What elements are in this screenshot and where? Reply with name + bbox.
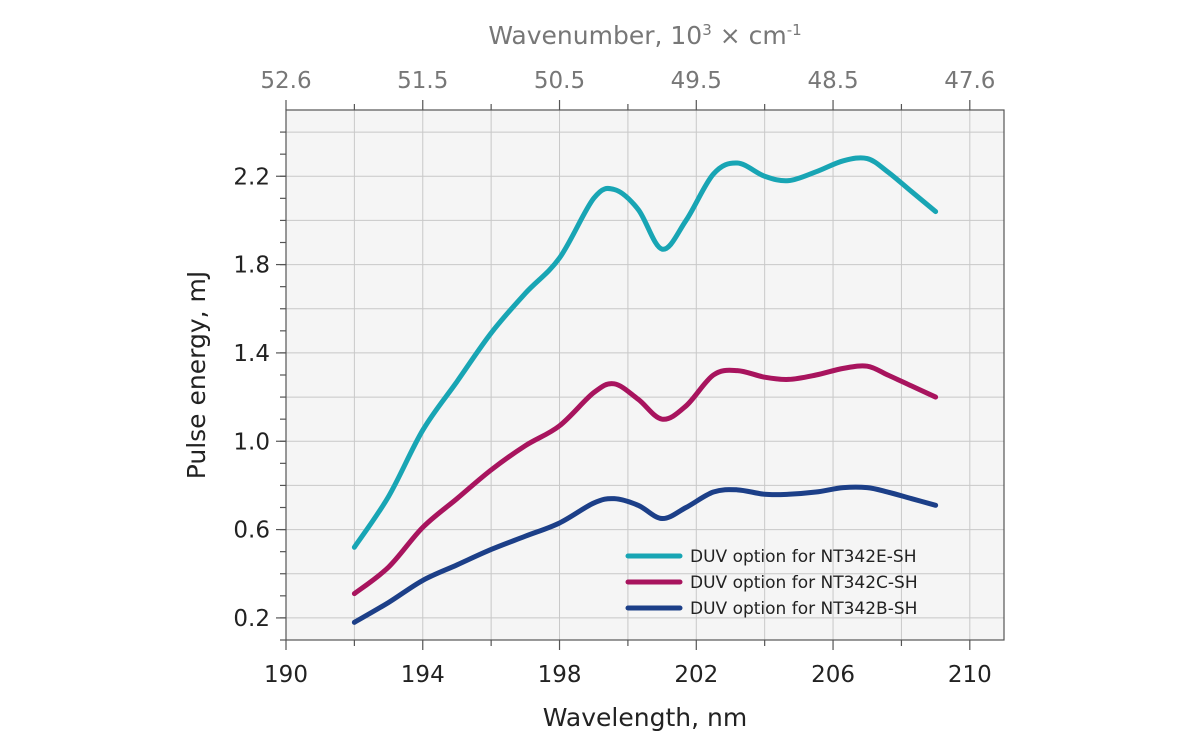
series-line-1 [351,155,939,550]
series-layer [351,155,939,625]
axes: 190 194 198 202 206 210 0.2 0.6 1.0 1.4 1.8 2.2 52.6… [233,68,995,688]
y-tick-label: 0.2 [233,606,270,632]
legend-label: DUV option for NT342E-SH [690,547,917,567]
y-tick-label: 1.0 [233,429,270,455]
y-tick-label: 1.4 [233,341,270,367]
y-tick-label: 2.2 [233,164,270,190]
x-tick-label: 202 [674,662,718,688]
x-tick-label: 198 [538,662,582,688]
top-tick-label: 51.5 [397,68,448,94]
legend: DUV option for NT342E-SH DUV option for N… [625,547,918,619]
top-axis-title-sup1: 3 [702,21,712,39]
top-tick-label: 48.5 [807,68,858,94]
series-line-2 [351,363,939,597]
x-tick-label: 190 [264,662,308,688]
y-axis-title: Pulse energy, mJ [182,271,211,480]
top-axis-title: Wavenumber, 103 × cm-1 [488,21,801,50]
y-tick-label: 0.6 [233,518,270,544]
series-line-3 [351,484,939,625]
top-axis-title-base: Wavenumber, 10 [488,21,702,50]
x-tick-label: 206 [811,662,855,688]
grid [286,110,1004,640]
x-tick-label: 210 [948,662,992,688]
legend-label: DUV option for NT342C-SH [690,573,918,593]
x-tick-label: 194 [401,662,445,688]
top-tick-label: 47.6 [944,68,995,94]
x-axis-title: Wavelength, nm [543,703,747,732]
legend-label: DUV option for NT342B-SH [690,599,917,619]
top-axis-title-mid: × cm [712,21,787,50]
top-axis-title-sup2: -1 [787,21,802,39]
top-tick-label: 50.5 [534,68,585,94]
y-tick-label: 1.8 [233,253,270,279]
top-tick-label: 52.6 [260,68,311,94]
top-tick-label: 49.5 [671,68,722,94]
